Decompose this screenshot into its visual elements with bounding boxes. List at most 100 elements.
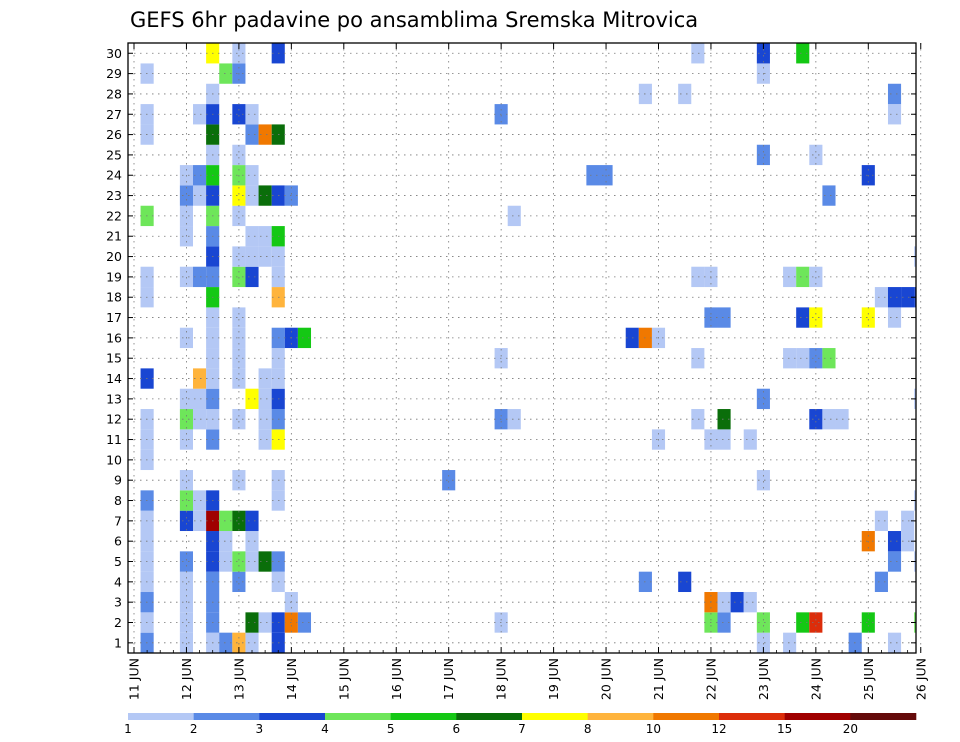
heatmap-cell	[258, 246, 272, 267]
colorbar-swatch	[719, 713, 785, 720]
heatmap-cell	[179, 551, 193, 572]
x-tick-label: 26 JUN	[913, 658, 928, 700]
heatmap-cell	[232, 104, 246, 125]
y-tick-label: 2	[114, 615, 122, 630]
heatmap-cell	[809, 266, 823, 288]
heatmap-cell	[245, 531, 259, 552]
y-tick-label: 27	[106, 107, 122, 122]
heatmap-cell	[179, 205, 193, 227]
heatmap-cell	[193, 388, 207, 410]
colorbar-swatch	[587, 713, 654, 720]
heatmap-cell	[717, 612, 731, 633]
heatmap-cell	[822, 185, 836, 206]
x-tick-label: 23 JUN	[756, 658, 771, 700]
heatmap-cell	[245, 104, 259, 125]
x-tick-label: 21 JUN	[651, 658, 666, 700]
heatmap-cell	[756, 632, 770, 653]
y-tick-label: 29	[106, 66, 122, 81]
y-tick-label: 11	[106, 432, 122, 447]
y-tick-label: 30	[106, 46, 122, 61]
x-tick-label: 16 JUN	[389, 658, 404, 700]
heatmap-cell	[887, 531, 902, 552]
heatmap-cell	[193, 368, 207, 389]
colorbar-label: 7	[518, 722, 526, 736]
heatmap-cell	[245, 246, 259, 267]
colorbar-label: 10	[646, 722, 661, 736]
y-tick-label: 19	[106, 269, 122, 284]
heatmap-cell	[245, 266, 259, 288]
y-tick-label: 8	[114, 493, 122, 508]
heatmap-cell	[232, 246, 246, 267]
colorbar-swatch	[784, 713, 851, 720]
heatmap-cell	[822, 348, 836, 369]
colorbar: 1 2 3 4 5 6 7 8 10 12 15 20	[124, 713, 917, 736]
heatmap-cell	[297, 327, 312, 349]
heatmap-cell	[717, 592, 731, 613]
y-tick-label: 4	[114, 574, 122, 589]
y-tick-label: 16	[106, 330, 122, 345]
heatmap-cell	[232, 470, 246, 491]
heatmap-cell	[232, 307, 246, 328]
heatmap-cell	[193, 104, 207, 125]
heatmap-cell	[179, 266, 193, 288]
y-tick-label: 7	[114, 513, 122, 528]
heatmap-cell	[258, 368, 272, 389]
heatmap-cell	[730, 592, 744, 613]
x-axis: 11 JUN 12 JUN 13 JUN 14 JUN 15 JUN 16 JUN 17 J…	[127, 43, 928, 700]
heatmap-cell	[796, 348, 810, 369]
heatmap-cell	[245, 226, 259, 247]
x-tick-label: 14 JUN	[284, 658, 299, 700]
heatmap-cell	[232, 368, 246, 389]
heatmap-cell	[232, 409, 246, 430]
heatmap-cell	[245, 612, 259, 633]
x-tick-label: 18 JUN	[494, 658, 509, 700]
y-tick-label: 12	[106, 412, 122, 427]
colorbar-label: 2	[190, 722, 198, 736]
heatmap-cell	[796, 307, 810, 328]
x-tick-label: 13 JUN	[231, 658, 246, 700]
heatmap-cell	[874, 571, 888, 593]
heatmap-cell	[258, 612, 272, 633]
heatmap-cell	[507, 409, 521, 430]
y-tick-label: 10	[106, 452, 122, 467]
heatmap-cell	[691, 43, 705, 64]
colorbar-swatch	[456, 713, 523, 720]
heatmap-cell	[783, 632, 797, 653]
heatmap-cell	[887, 551, 902, 572]
heatmap-cell	[258, 185, 272, 206]
heatmap-cell	[258, 551, 272, 572]
heatmap-cell	[219, 510, 233, 532]
colorbar-swatch	[522, 713, 588, 720]
heatmap-cell	[245, 551, 259, 572]
x-tick-label: 15 JUN	[336, 658, 351, 700]
heatmap-cell	[691, 409, 705, 430]
heatmap-cell	[796, 612, 810, 633]
heatmap-cell	[756, 612, 770, 633]
heatmap-cell	[179, 510, 193, 532]
y-tick-label: 5	[114, 554, 122, 569]
y-tick-label: 18	[106, 290, 122, 305]
heatmap-cell	[232, 571, 246, 593]
y-tick-label: 9	[114, 473, 122, 488]
x-tick-label: 25 JUN	[861, 658, 876, 700]
heatmap-cell	[193, 409, 207, 430]
y-tick-label: 17	[106, 310, 122, 325]
x-tick-label: 11 JUN	[127, 658, 142, 700]
y-tick-label: 26	[106, 127, 122, 142]
heatmap-cell	[258, 124, 272, 145]
y-tick-label: 20	[106, 249, 122, 264]
heatmap-cell	[809, 144, 823, 166]
heatmap-cell	[887, 307, 902, 328]
heatmap-cell	[901, 531, 915, 552]
heatmap-cell	[219, 551, 233, 572]
heatmap-cell	[258, 429, 272, 450]
y-tick-label: 23	[106, 188, 122, 203]
heatmap-cell	[743, 429, 757, 450]
heatmap-cell	[297, 612, 312, 633]
y-tick-label: 21	[106, 229, 122, 244]
heatmap-cell	[179, 571, 193, 593]
colorbar-label: 15	[777, 722, 792, 736]
heatmap-cell	[796, 266, 810, 288]
colorbar-swatch	[390, 713, 457, 720]
